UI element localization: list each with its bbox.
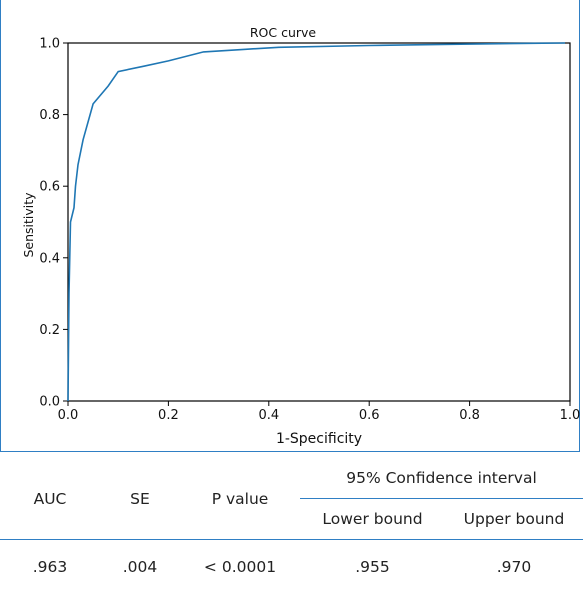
- roc-curve: [68, 43, 565, 401]
- header-upper-bound: Upper bound: [445, 499, 583, 540]
- value-auc: .963: [0, 540, 100, 594]
- x-axis-label: 1-Specificity: [276, 431, 362, 447]
- plot-area: [68, 43, 570, 401]
- value-lower-bound: .955: [300, 540, 445, 594]
- x-tick-label: 0.8: [459, 408, 480, 423]
- x-tick-label: 0.2: [158, 408, 179, 423]
- y-tick-label: 0.6: [39, 180, 60, 195]
- y-tick-label: 0.4: [39, 251, 60, 266]
- value-p: < 0.0001: [180, 540, 300, 594]
- header-p-value: P value: [180, 458, 300, 540]
- header-lower-bound: Lower bound: [300, 499, 445, 540]
- header-auc: AUC: [0, 458, 100, 540]
- chart-title: ROC curve: [250, 25, 317, 40]
- x-tick-label: 0.6: [359, 408, 380, 423]
- x-tick-label: 0.0: [58, 408, 79, 423]
- y-tick-label: 0.8: [39, 108, 60, 123]
- value-se: .004: [100, 540, 180, 594]
- y-tick-label: 0.2: [39, 323, 60, 338]
- x-tick-label: 0.4: [258, 408, 279, 423]
- x-tick-label: 1.0: [560, 408, 581, 423]
- auc-stats-table: AUC SE P value 95% Confidence interval L…: [0, 458, 583, 594]
- header-se: SE: [100, 458, 180, 540]
- value-upper-bound: .970: [445, 540, 583, 594]
- y-axis-label: Sensitivity: [21, 192, 36, 258]
- y-tick-label: 1.0: [39, 37, 60, 52]
- header-ci: 95% Confidence interval: [300, 458, 583, 499]
